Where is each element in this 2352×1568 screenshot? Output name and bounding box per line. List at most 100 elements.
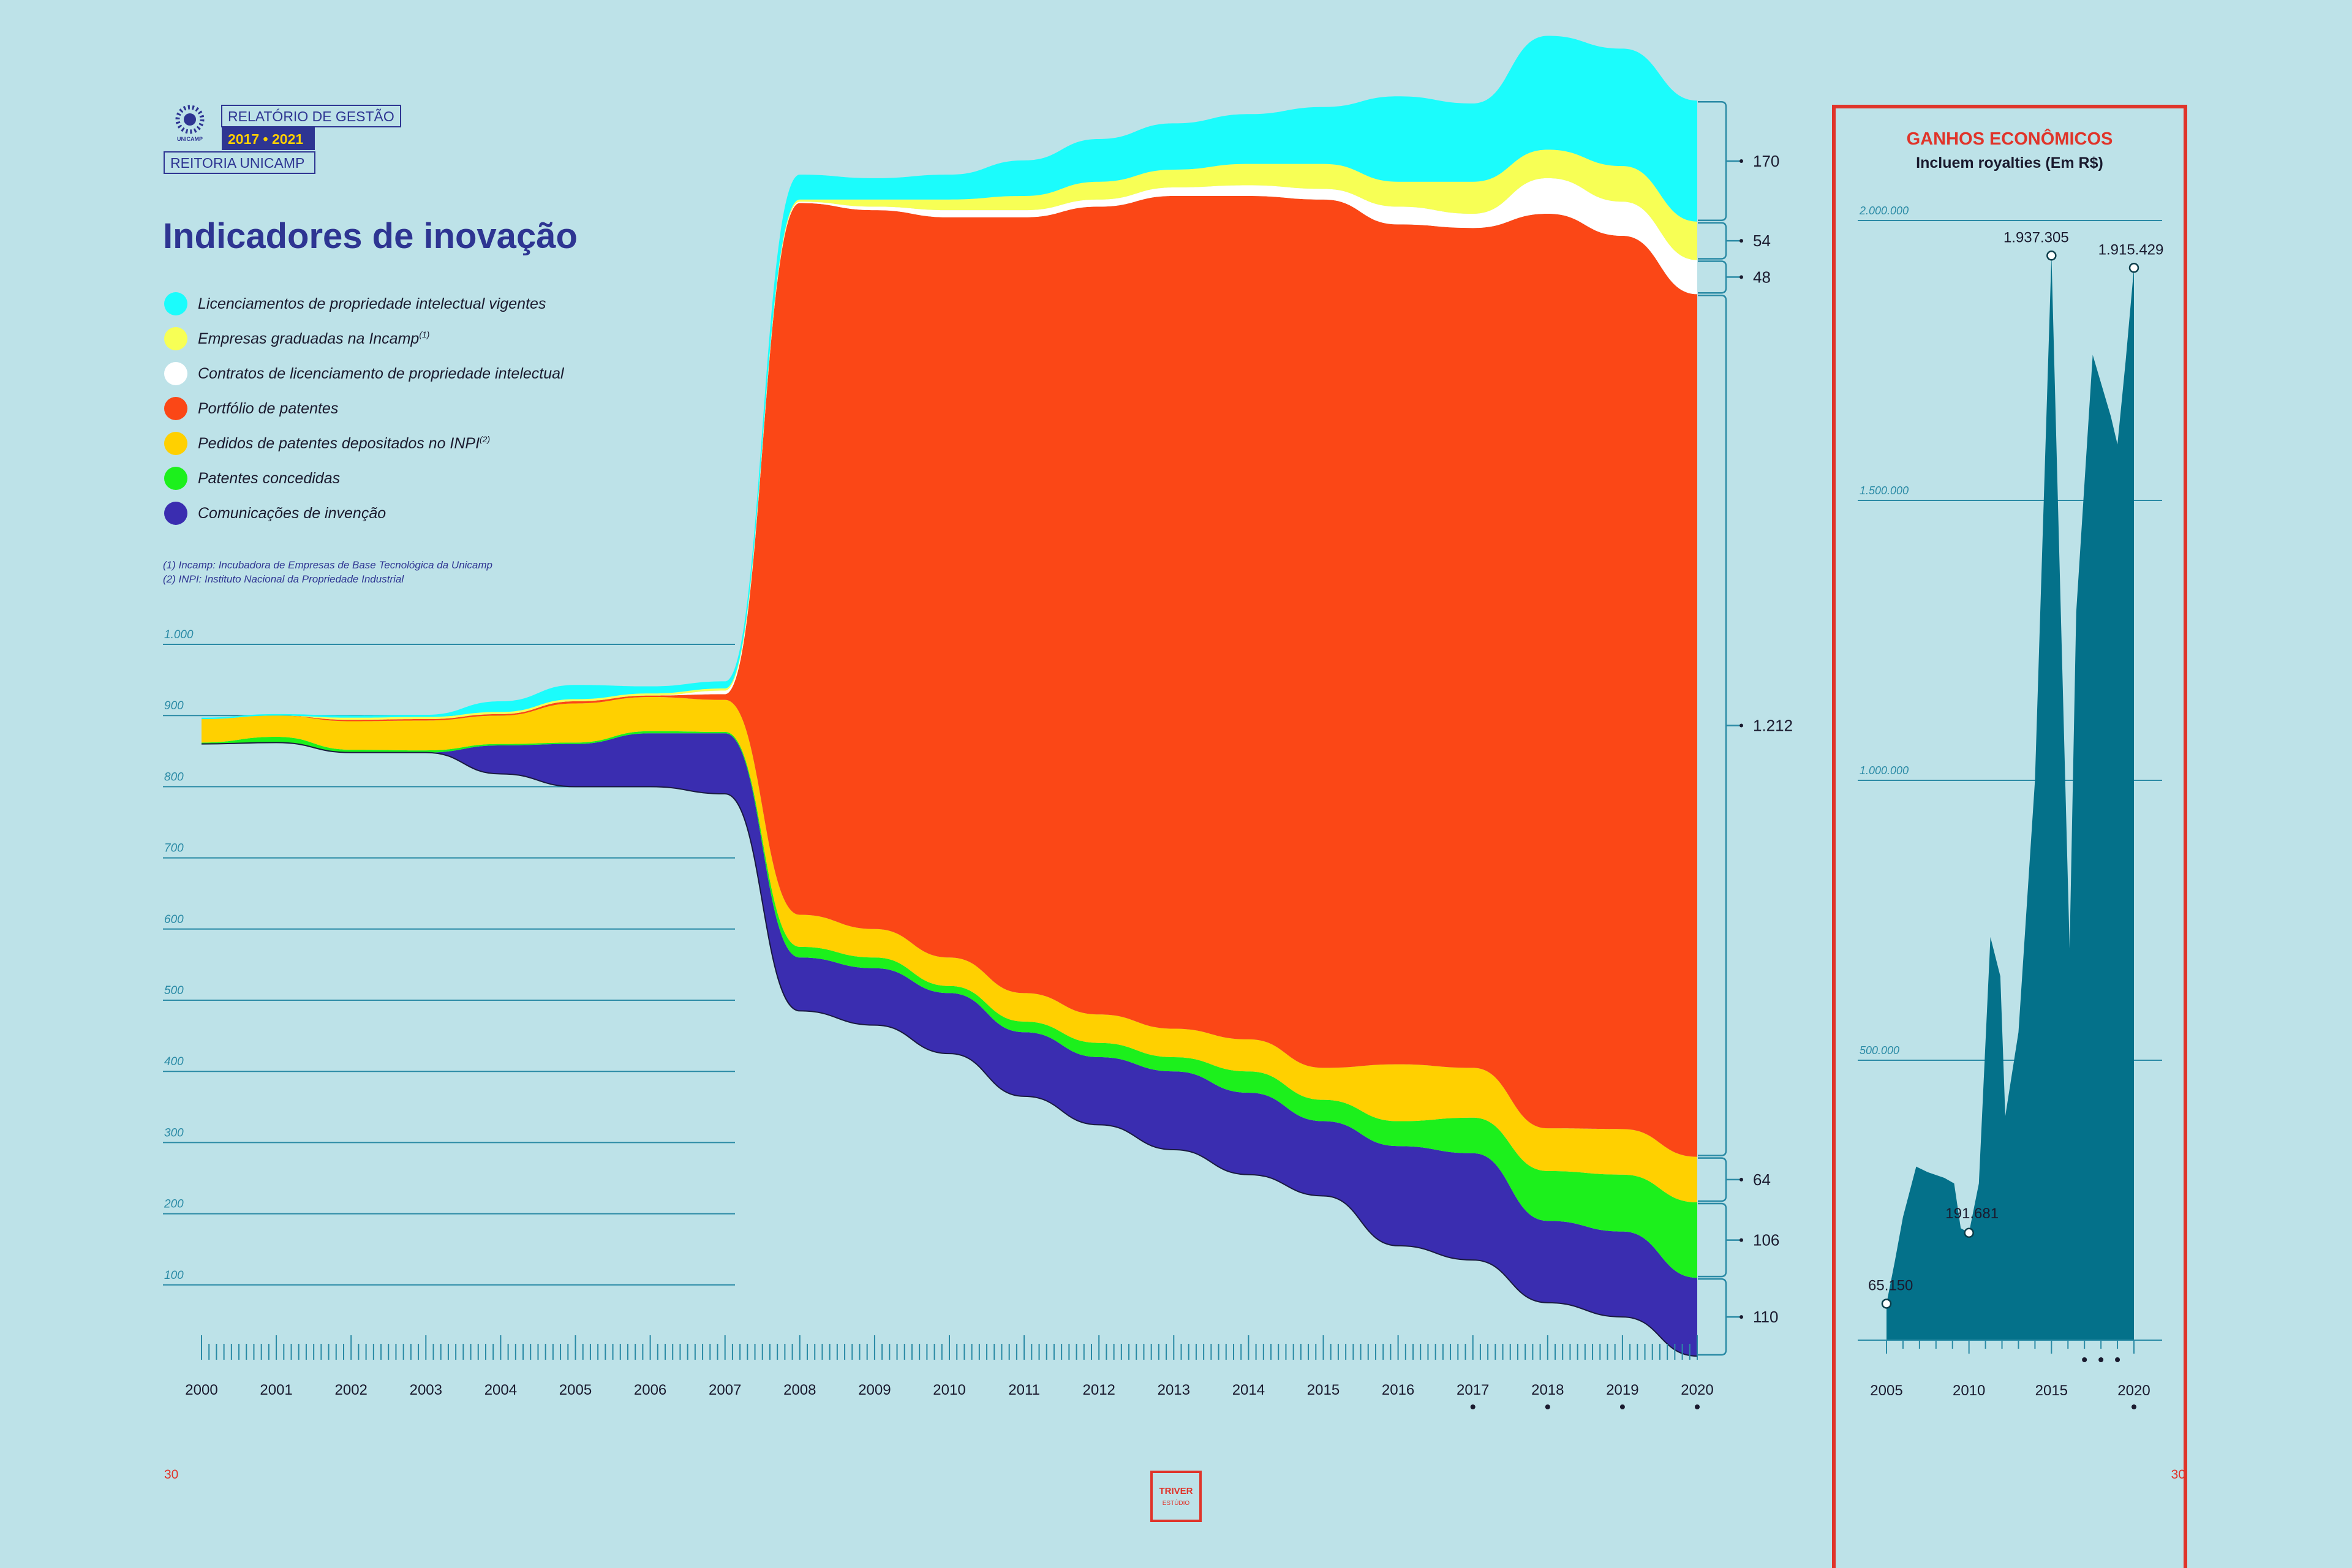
gains-x-tick-label: 2015 — [2035, 1382, 2068, 1399]
studio-name: TRIVER — [1159, 1486, 1193, 1496]
stream-series-3 — [202, 195, 1697, 1157]
gains-x-tick-label: 2020 — [2117, 1382, 2150, 1399]
gains-y-tick-label: 1.500.000 — [1860, 484, 1909, 497]
legend-swatch — [164, 362, 187, 385]
x-tick-label: 2007 — [709, 1382, 741, 1398]
gains-point-marker — [1964, 1227, 1974, 1238]
gains-annotation: 1.915.429 — [2098, 241, 2164, 258]
page-title: Indicadores de inovação — [163, 216, 578, 256]
end-label: 106 — [1753, 1231, 1779, 1250]
end-label: 110 — [1753, 1308, 1778, 1326]
bracket — [1698, 295, 1727, 1156]
bracket-dot — [1740, 723, 1743, 728]
x-tick-label: 2009 — [858, 1382, 891, 1398]
legend-swatch — [164, 467, 187, 490]
y-tick-label: 900 — [164, 699, 184, 712]
x-tick-label: 2013 — [1158, 1382, 1190, 1398]
x-tick-label: 2012 — [1083, 1382, 1115, 1398]
end-label: 48 — [1753, 268, 1771, 286]
x-tick-label: 2003 — [410, 1382, 442, 1398]
gains-x-tick-label: 2005 — [1870, 1382, 1902, 1399]
stream-series-0 — [202, 733, 1697, 1356]
unicamp-logo: UNICAMP — [175, 105, 205, 142]
x-tick-label: 2010 — [933, 1382, 965, 1398]
footnotes: (1) Incamp: Incubadora de Empresas de Ba… — [163, 559, 492, 585]
x-mark-dot — [1695, 1404, 1700, 1409]
x-tick-label: 2016 — [1382, 1382, 1414, 1398]
x-tick-label: 2020 — [1681, 1382, 1713, 1398]
x-tick-label: 2019 — [1606, 1382, 1638, 1398]
gains-x-mark-dot — [2098, 1357, 2104, 1362]
org-box — [164, 151, 315, 174]
x-tick-label: 2005 — [559, 1382, 592, 1398]
bracket-dot — [1740, 239, 1743, 243]
legend-label: Portfólio de patentes — [198, 400, 338, 417]
gains-point-marker — [2046, 251, 2057, 261]
gains-area-chart: 500.000 1.000.000 1.500.000 2.000.000 2005 20… — [1858, 205, 2163, 1409]
bracket — [1698, 1278, 1727, 1356]
legend-label: Patentes concedidas — [198, 470, 340, 487]
x-mark-dot — [1545, 1404, 1550, 1409]
report-label: RELATÓRIO DE GESTÃO — [228, 108, 394, 124]
bracket-dot — [1740, 1238, 1743, 1242]
legend: Licenciamentos de propriedade intelectua… — [164, 292, 565, 525]
y-tick-label: 300 — [164, 1126, 184, 1139]
gains-annotation: 65.150 — [1868, 1277, 1913, 1294]
period-box — [222, 127, 315, 150]
legend-label: Empresas graduadas na Incamp(1) — [198, 330, 429, 347]
end-label: 54 — [1753, 232, 1771, 250]
y-tick-label: 500 — [164, 984, 184, 997]
legend-swatch — [164, 292, 187, 315]
gains-annotation: 1.937.305 — [2003, 229, 2069, 246]
y-tick-label: 600 — [164, 913, 184, 926]
economic-gains-frame — [1832, 105, 2187, 1568]
legend-swatch — [164, 397, 187, 420]
gains-y-tick-label: 500.000 — [1860, 1044, 1899, 1057]
page-number-left: 30 — [164, 1468, 178, 1482]
y-tick-label: 200 — [164, 1198, 184, 1211]
y-tick-label: 400 — [164, 1055, 184, 1068]
footnote-1: (1) Incamp: Incubadora de Empresas de Ba… — [163, 559, 492, 571]
gains-annotation: 191.681 — [1945, 1205, 1999, 1222]
x-tick-label: 2011 — [1008, 1382, 1040, 1398]
gains-x-mark-dot — [2082, 1357, 2087, 1362]
y-tick-label: 100 — [164, 1269, 184, 1282]
legend-swatch — [164, 432, 187, 455]
header: UNICAMP RELATÓRIO DE GESTÃO 2017 • 2021 … — [164, 105, 401, 174]
x-tick-label: 2015 — [1307, 1382, 1340, 1398]
gains-y-tick-label: 1.000.000 — [1860, 764, 1909, 777]
gains-area — [1887, 255, 2134, 1340]
bracket — [1698, 260, 1727, 294]
y-tick-label: 800 — [164, 771, 184, 783]
stream-series-6 — [202, 36, 1697, 720]
bracket — [1698, 222, 1727, 260]
bracket-dot — [1740, 159, 1743, 164]
x-tick-label: 2001 — [260, 1382, 292, 1398]
x-tick-label: 2008 — [783, 1382, 816, 1398]
legend-label: Contratos de licenciamento de propriedad… — [198, 365, 565, 382]
legend-swatch — [164, 327, 187, 350]
gains-title: GANHOS ECONÔMICOS — [1907, 128, 2113, 149]
logo-text: UNICAMP — [177, 136, 203, 142]
bracket — [1698, 1202, 1727, 1278]
bracket-dot — [1740, 275, 1743, 279]
x-tick-label: 2018 — [1531, 1382, 1564, 1398]
stream-series-2 — [202, 696, 1697, 1203]
legend-label: Comunicações de invenção — [198, 505, 386, 522]
gains-subtitle: Incluem royalties (Em R$) — [1916, 154, 2103, 172]
end-label: 170 — [1753, 152, 1779, 170]
report-label-box — [221, 105, 401, 127]
x-mark-dot — [1470, 1404, 1476, 1409]
bracket — [1698, 1157, 1727, 1202]
studio-logo: TRIVER ESTÚDIO — [1150, 1471, 1202, 1522]
x-tick-label: 2006 — [634, 1382, 666, 1398]
report-period: 2017 • 2021 — [228, 131, 303, 147]
gains-x-tick-label: 2010 — [1953, 1382, 1985, 1399]
gains-x-mark-dot — [2115, 1357, 2120, 1362]
x-mark-dot — [1619, 1404, 1625, 1409]
legend-swatch — [164, 502, 187, 525]
x-tick-label: 2014 — [1232, 1382, 1265, 1398]
x-tick-label: 2004 — [484, 1382, 517, 1398]
legend-label: Licenciamentos de propriedade intelectua… — [198, 295, 546, 312]
